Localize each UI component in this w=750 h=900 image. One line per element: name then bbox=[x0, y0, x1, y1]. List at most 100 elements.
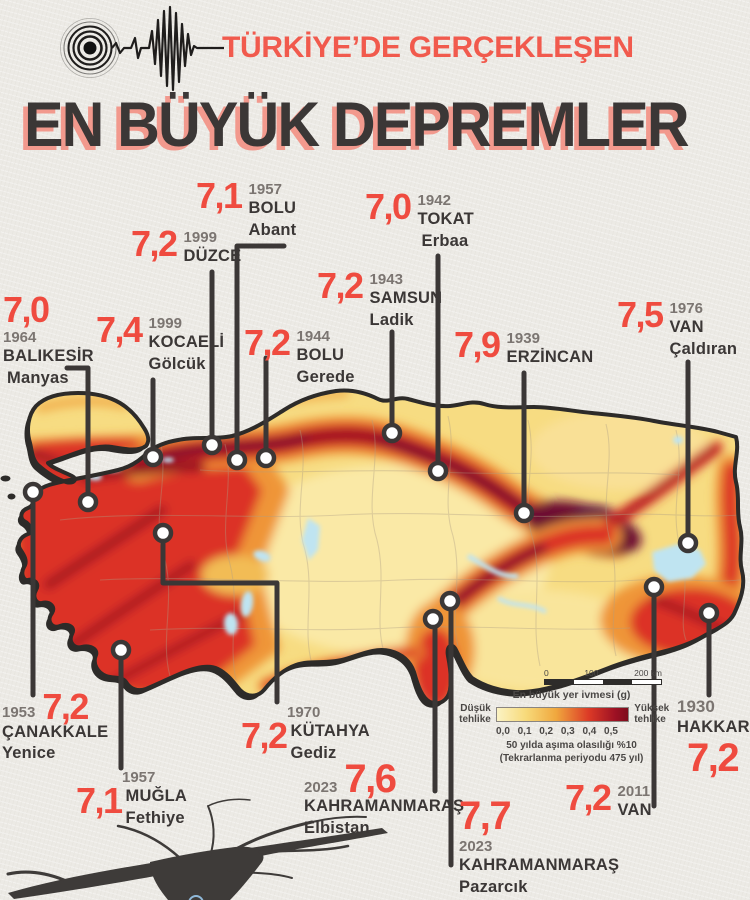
marker-van-2011 bbox=[643, 576, 665, 598]
magnitude: 7,1 bbox=[76, 780, 123, 822]
year: 1970 bbox=[287, 704, 321, 721]
magnitude: 7,2 bbox=[687, 736, 740, 781]
city: HAKKARİ bbox=[677, 717, 750, 736]
event-label-balikesir-manyas: 7,0 1964 BALIKESİR Manyas bbox=[3, 289, 94, 389]
crack-illustration bbox=[6, 798, 388, 900]
year: 2011 bbox=[617, 783, 651, 800]
event-label-van-2011: 7,2 2011 VAN bbox=[565, 777, 652, 822]
callout-lines bbox=[30, 243, 712, 868]
event-label-tokat-erbaa: 7,0 1942 TOKAT Erbaa bbox=[365, 186, 474, 253]
district: Yenice bbox=[2, 744, 56, 763]
scale-tick: 0 bbox=[544, 668, 549, 678]
year: 1957 bbox=[122, 769, 156, 786]
marker-tokat bbox=[427, 460, 449, 482]
legend-note-1: 50 yılda aşıma olasılığı %10 bbox=[506, 740, 637, 751]
city: TOKAT bbox=[417, 210, 474, 229]
map-legend: 0 100 200 km En büyük yer ivmesi (g) Düş… bbox=[455, 668, 670, 765]
scale-tick: 100 bbox=[584, 668, 599, 678]
event-label-canakkale-yenice: 1953 7,2 ÇANAKKALE Yenice bbox=[2, 686, 109, 765]
event-label-mugla-fethiye: 1957 7,1 MUĞLA Fethiye bbox=[76, 769, 187, 830]
legend-gradient-bar bbox=[495, 706, 630, 722]
magnitude: 7,2 bbox=[42, 686, 89, 727]
scale-bar: 0 100 200 km bbox=[544, 668, 662, 685]
city: VAN bbox=[669, 318, 704, 337]
city: ÇANAKKALE bbox=[2, 722, 109, 741]
magnitude: 7,5 bbox=[617, 294, 664, 335]
legend-title: En büyük yer ivmesi (g) bbox=[512, 689, 631, 701]
marker-erzincan bbox=[513, 502, 535, 524]
legend-ticks: 0,0 0,1 0,2 0,3 0,4 0,5 bbox=[496, 726, 618, 737]
magnitude: 7,2 bbox=[565, 777, 612, 818]
event-label-bolu-gerede: 7,2 1944 BOLU Gerede bbox=[244, 322, 355, 389]
district: Gediz bbox=[290, 744, 337, 763]
marker-hakkari bbox=[698, 602, 720, 624]
city: BOLU bbox=[248, 199, 297, 218]
year: 1939 bbox=[506, 330, 540, 347]
year: 1957 bbox=[248, 181, 282, 198]
district: Fethiye bbox=[125, 809, 185, 828]
magnitude: 7,2 bbox=[317, 265, 364, 306]
marker-kahramanmaras-elbistan bbox=[422, 608, 444, 630]
city: KAHRAMANMARAŞ bbox=[459, 856, 620, 875]
year: 1942 bbox=[417, 192, 451, 209]
event-label-kocaeli-golcuk: 7,4 1999 KOCAELİ Gölcük bbox=[96, 309, 225, 376]
district: Erbaa bbox=[421, 232, 469, 251]
year: 1943 bbox=[369, 271, 403, 288]
magnitude: 7,2 bbox=[241, 715, 288, 757]
event-label-duzce: 7,2 1999 DÜZCE bbox=[131, 223, 242, 268]
magnitude: 7,1 bbox=[196, 175, 243, 216]
year: 1976 bbox=[669, 300, 703, 317]
city: MUĞLA bbox=[125, 787, 188, 806]
marker-canakkale bbox=[22, 481, 44, 503]
magnitude: 7,7 bbox=[459, 794, 512, 838]
city: ERZİNCAN bbox=[506, 348, 594, 367]
year: 1944 bbox=[296, 328, 330, 345]
year: 1964 bbox=[3, 328, 37, 346]
district: Elbistan bbox=[304, 818, 370, 837]
district: Çaldıran bbox=[669, 340, 738, 359]
seismic-hazard-heatmap bbox=[18, 390, 744, 704]
city: BALIKESİR bbox=[3, 346, 94, 365]
city: KÜTAHYA bbox=[290, 722, 370, 741]
marker-bolu-gerede bbox=[255, 447, 277, 469]
city: DÜZCE bbox=[183, 247, 242, 266]
magnitude: 7,2 bbox=[131, 223, 178, 264]
event-label-kahramanmaras-pazarcik: 7,7 2023 KAHRAMANMARAŞ Pazarcık bbox=[459, 794, 620, 899]
district: Gerede bbox=[296, 368, 355, 387]
year: 1999 bbox=[183, 229, 217, 246]
marker-duzce bbox=[201, 434, 223, 456]
magnitude: 7,9 bbox=[454, 324, 501, 365]
city: KAHRAMANMARAŞ bbox=[304, 796, 465, 815]
event-label-van-caldiran: 7,5 1976 VAN Çaldıran bbox=[617, 294, 738, 361]
event-label-bolu-abant: 7,1 1957 BOLU Abant bbox=[196, 175, 297, 242]
marker-samsun bbox=[381, 422, 403, 444]
event-label-hakkari: 1930 HAKKARİ 7,2 bbox=[677, 697, 750, 781]
magnitude: 7,0 bbox=[365, 186, 412, 227]
marker-mugla bbox=[110, 639, 132, 661]
magnitude: 7,2 bbox=[244, 322, 291, 363]
epicenter-markers bbox=[22, 422, 720, 661]
city: SAMSUN bbox=[369, 289, 443, 308]
city: VAN bbox=[617, 801, 652, 820]
magnitude: 7,4 bbox=[96, 309, 143, 350]
legend-high-label: Yüksek tehlike bbox=[634, 703, 670, 725]
city: KOCAELİ bbox=[148, 333, 225, 352]
district: Gölcük bbox=[148, 355, 206, 374]
marker-kutahya bbox=[152, 522, 174, 544]
page-title: EN BÜYÜK DEPREMLER bbox=[24, 90, 690, 160]
seismic-waveform bbox=[111, 5, 224, 92]
legend-note-2: (Tekrarlanma periyodu 475 yıl) bbox=[499, 752, 644, 764]
event-label-kutahya-gediz: 1970 7,2 KÜTAHYA Gediz bbox=[241, 704, 370, 765]
marker-balikesir bbox=[77, 491, 99, 513]
year: 2023 bbox=[459, 837, 493, 855]
event-label-kahramanmaras-elbistan: 2023 7,6 KAHRAMANMARAŞ Elbistan bbox=[304, 759, 465, 839]
partial-badge bbox=[188, 895, 204, 900]
district: Pazarcık bbox=[459, 877, 528, 896]
magnitude: 7,0 bbox=[3, 289, 50, 330]
event-label-samsun-ladik: 7,2 1943 SAMSUN Ladik bbox=[317, 265, 443, 332]
year: 1953 bbox=[2, 704, 36, 722]
district: Manyas bbox=[7, 368, 69, 387]
year: 1999 bbox=[148, 315, 182, 332]
year: 1930 bbox=[677, 697, 715, 716]
